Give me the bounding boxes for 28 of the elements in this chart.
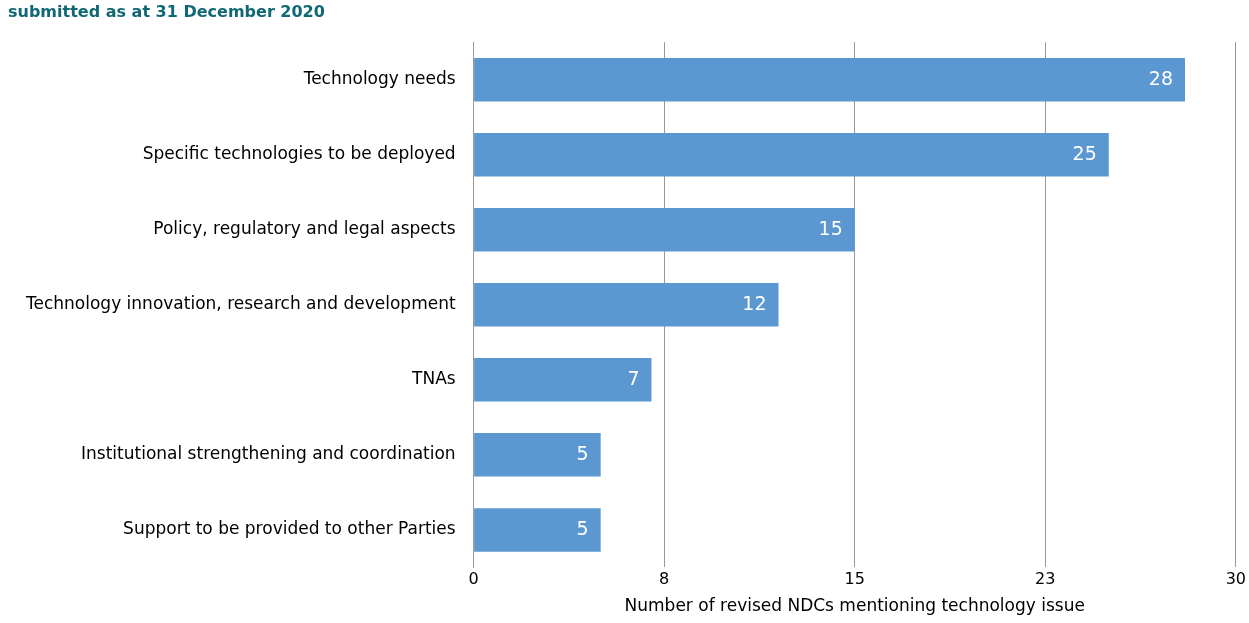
x-tick-label: 23: [1035, 569, 1056, 589]
y-tick-label: Policy, regulatory and legal aspects: [153, 218, 456, 239]
x-tick-label: 0: [468, 569, 479, 589]
bar: [474, 57, 1186, 102]
y-tick-label: Support to be provided to other Parties: [123, 518, 456, 539]
bar: [474, 358, 652, 402]
x-tick-label: 15: [844, 569, 865, 589]
text: submitted as at 31 December 2020: [8, 2, 325, 22]
data-label: 5: [576, 441, 589, 464]
y-tick-label: Specific technologies to be deployed: [142, 143, 456, 164]
x-axis-title: Number of revised NDCs mentioning technology issue: [624, 595, 1085, 616]
data-label: 5: [576, 516, 589, 539]
bar: [474, 508, 601, 552]
y-tick-label: Technology innovation, research and development: [24, 293, 456, 314]
data-label: 28: [1148, 66, 1174, 89]
x-tick-label: 30: [1225, 569, 1246, 589]
bar: [474, 283, 779, 327]
data-label: 25: [1072, 141, 1097, 164]
bar: [474, 208, 855, 252]
y-tick-label: TNAs: [411, 368, 456, 389]
y-tick-label: Institutional strengthening and coordination: [81, 443, 456, 464]
data-label: 12: [742, 291, 767, 314]
y-tick-label: Technology needs: [302, 68, 456, 89]
x-tick-label: 8: [659, 569, 670, 589]
bar: [474, 132, 1109, 177]
data-label: 15: [818, 216, 843, 239]
bar: [474, 433, 601, 477]
data-label: 7: [627, 366, 640, 389]
